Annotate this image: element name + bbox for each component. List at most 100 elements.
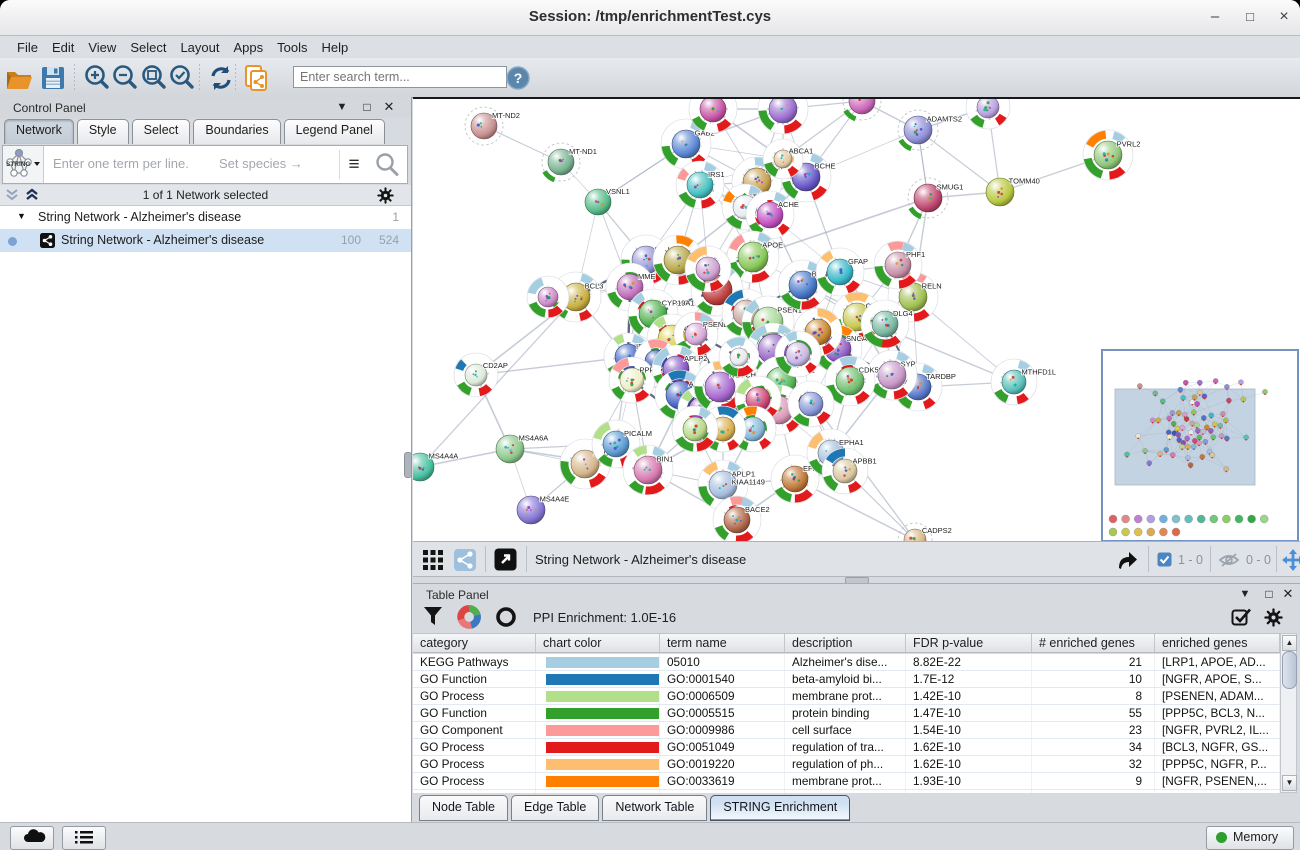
network-node[interactable]: ACHE [745,190,800,240]
network-node[interactable]: PVRL2 [1082,129,1141,181]
scrollbar-thumb[interactable] [1282,651,1297,689]
column-header-0[interactable]: category [413,634,536,652]
tab-node-table[interactable]: Node Table [419,795,509,821]
network-node[interactable] [842,99,882,122]
network-node[interactable] [671,405,719,453]
network-node[interactable] [787,380,835,428]
network-node[interactable]: MS4A4A [413,451,459,482]
network-node[interactable]: TOMM40 [985,176,1041,207]
network-node[interactable]: PICALM [591,419,653,469]
zoom-selected-icon[interactable] [167,63,197,93]
network-node[interactable]: IRS1 [675,160,726,210]
grid-view-icon[interactable] [421,548,445,572]
network-row-selected[interactable]: String Network - Alzheimer's disease 100… [0,229,411,252]
network-node[interactable]: MS4A4E [516,494,570,525]
panel-divider-grip[interactable] [404,452,412,478]
network-node[interactable]: PHF1 [873,240,926,290]
network-node[interactable] [965,99,1011,130]
network-node[interactable] [718,336,760,378]
column-header-2[interactable]: term name [660,634,785,652]
cloud-button[interactable] [10,826,54,850]
menu-layout[interactable]: Layout [180,39,220,55]
network-node[interactable]: MT-ND2 [464,106,521,146]
menu-file[interactable]: File [17,39,38,55]
network-node[interactable]: GFAP [815,247,869,297]
menu-help[interactable]: Help [321,39,349,55]
network-node[interactable]: MTHFD1L [990,358,1057,406]
tab-network-table[interactable]: Network Table [602,795,708,821]
network-node[interactable]: ABCA1 [762,138,814,180]
network-node[interactable]: MS4A6A [495,433,549,464]
zoom-in-icon[interactable] [82,63,112,93]
network-node[interactable]: CDK5 [824,355,879,407]
table-row[interactable]: GO Process GO:0033619 membrane prot... 1.93… [413,773,1280,790]
column-header-5[interactable]: # enriched genes [1032,634,1155,652]
help-icon[interactable]: ? [505,65,531,91]
column-header-6[interactable]: enriched genes [1155,634,1280,652]
refresh-icon[interactable] [206,63,236,93]
species-hint[interactable]: Set species → [219,156,303,171]
open-session-icon[interactable] [4,63,34,93]
select-rows-icon[interactable] [1231,607,1251,627]
table-scrollbar[interactable]: ▲ ▼ [1280,633,1297,793]
string-protein-query-button[interactable]: STRING [3,146,44,183]
pan-navigation-icon[interactable] [1281,548,1300,572]
table-row[interactable]: GO Process GO:0050435beta-amyloid m...2.0… [413,790,1280,793]
enrichment-chart-icon[interactable] [457,605,481,629]
panel-float-icon[interactable]: □ [363,100,371,114]
menu-apps[interactable]: Apps [233,39,264,55]
table-panel-menu-icon[interactable]: ▼ [1239,588,1251,600]
zoom-fit-icon[interactable] [139,63,169,93]
ring-chart-icon[interactable] [495,606,517,628]
network-node[interactable] [688,99,738,134]
column-header-4[interactable]: FDR p-value [906,634,1032,652]
menu-edit[interactable]: Edit [51,39,75,55]
scroll-up-icon[interactable]: ▲ [1282,635,1297,651]
tab-network[interactable]: Network [4,119,74,144]
network-canvas[interactable]: MT-ND2 MT-ND1 VSNL1 CD2AP MS4A4A MS4A6A MS4A4E… [413,99,1300,541]
network-collection-row[interactable]: ▼ String Network - Alzheimer's disease 1 [17,210,399,224]
table-row[interactable]: GO Process GO:0006509 membrane prot... 1.42… [413,688,1280,705]
maximize-button[interactable]: □ [1246,9,1254,24]
share-network-icon[interactable] [453,548,477,572]
table-row[interactable]: GO Function GO:0005515 protein binding 1.47… [413,705,1280,722]
network-view[interactable]: MT-ND2 MT-ND1 VSNL1 CD2AP MS4A4A MS4A6A MS4A4E… [413,97,1300,542]
menu-tools[interactable]: Tools [277,39,308,55]
import-network-icon[interactable] [241,63,271,93]
network-node[interactable]: CD2AP [453,352,509,398]
column-header-1[interactable]: chart color [536,634,660,652]
minimize-button[interactable]: – [1210,8,1220,25]
network-node[interactable]: CADPS2 [897,522,953,541]
hidden-eye-icon[interactable] [1218,551,1240,569]
table-settings-gear-icon[interactable] [1264,608,1283,627]
panel-menu-icon[interactable]: ▼ [336,101,348,113]
scroll-down-icon[interactable]: ▼ [1282,775,1297,791]
network-node[interactable]: PSENEN [673,311,734,357]
string-options-icon[interactable]: ≡ [339,150,368,179]
panel-close-icon[interactable]: ✕ [383,99,395,114]
memory-button[interactable]: Memory [1206,826,1294,850]
network-node[interactable]: MT-ND1 [541,142,598,183]
network-node[interactable]: ADAMTS2 [897,109,963,152]
network-node[interactable]: APBB1 [821,447,877,495]
network-node[interactable]: ABCA7 [559,438,619,490]
close-button[interactable]: × [1279,8,1289,25]
table-row[interactable]: GO Process GO:0051049 regulation of tra...… [413,739,1280,756]
network-node[interactable]: SMUG1 [907,177,964,220]
tab-edge-table[interactable]: Edge Table [511,795,600,821]
table-panel-close-icon[interactable]: ✕ [1282,586,1294,601]
network-node[interactable]: CYP19A1 [627,288,695,340]
network-options-gear-icon[interactable] [377,187,394,204]
column-header-3[interactable]: description [785,634,906,652]
table-panel-float-icon[interactable]: □ [1265,587,1273,601]
tab-legend-panel[interactable]: Legend Panel [283,119,385,144]
string-search-icon[interactable] [373,151,401,179]
export-network-icon[interactable] [1115,548,1140,572]
selected-checkbox-icon[interactable] [1157,552,1172,567]
table-row[interactable]: GO Component GO:0009986 cell surface 1.54E-… [413,722,1280,739]
network-node[interactable]: APOE [726,230,784,284]
table-row[interactable]: GO Process GO:0019220 regulation of ph... 1… [413,756,1280,773]
string-query-placeholder[interactable]: Enter one term per line. [53,156,189,171]
network-node[interactable]: TARDBP [893,362,957,412]
table-row[interactable]: KEGG Pathways 05010 Alzheimer's dise... 8.8… [413,654,1280,671]
